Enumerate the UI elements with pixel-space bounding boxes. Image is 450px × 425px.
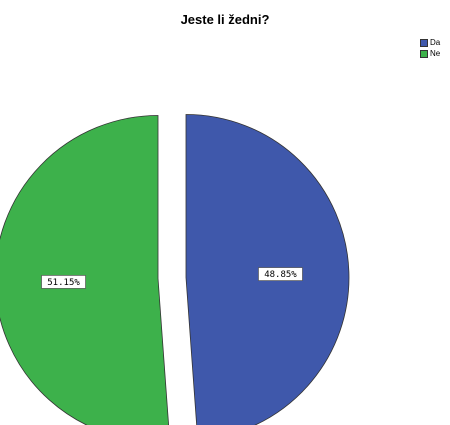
data-label-da: 48.85% — [258, 267, 303, 281]
data-label-text: 48.85% — [264, 270, 297, 280]
legend-item-da: Da — [420, 37, 440, 48]
data-label-ne: 51.15% — [41, 275, 86, 289]
chart-title: Jeste li žedni? — [180, 12, 270, 27]
data-label-box — [258, 267, 303, 281]
legend-label-da: Da — [430, 38, 441, 47]
pie-slice-ne — [0, 115, 170, 425]
legend-swatch-da — [420, 38, 428, 47]
data-label-box — [41, 275, 86, 289]
legend: Da Ne — [420, 37, 440, 59]
legend-swatch-ne — [420, 49, 428, 58]
legend-label-ne: Ne — [430, 49, 441, 58]
legend-item-ne: Ne — [420, 48, 440, 59]
data-label-text: 51.15% — [47, 278, 80, 288]
